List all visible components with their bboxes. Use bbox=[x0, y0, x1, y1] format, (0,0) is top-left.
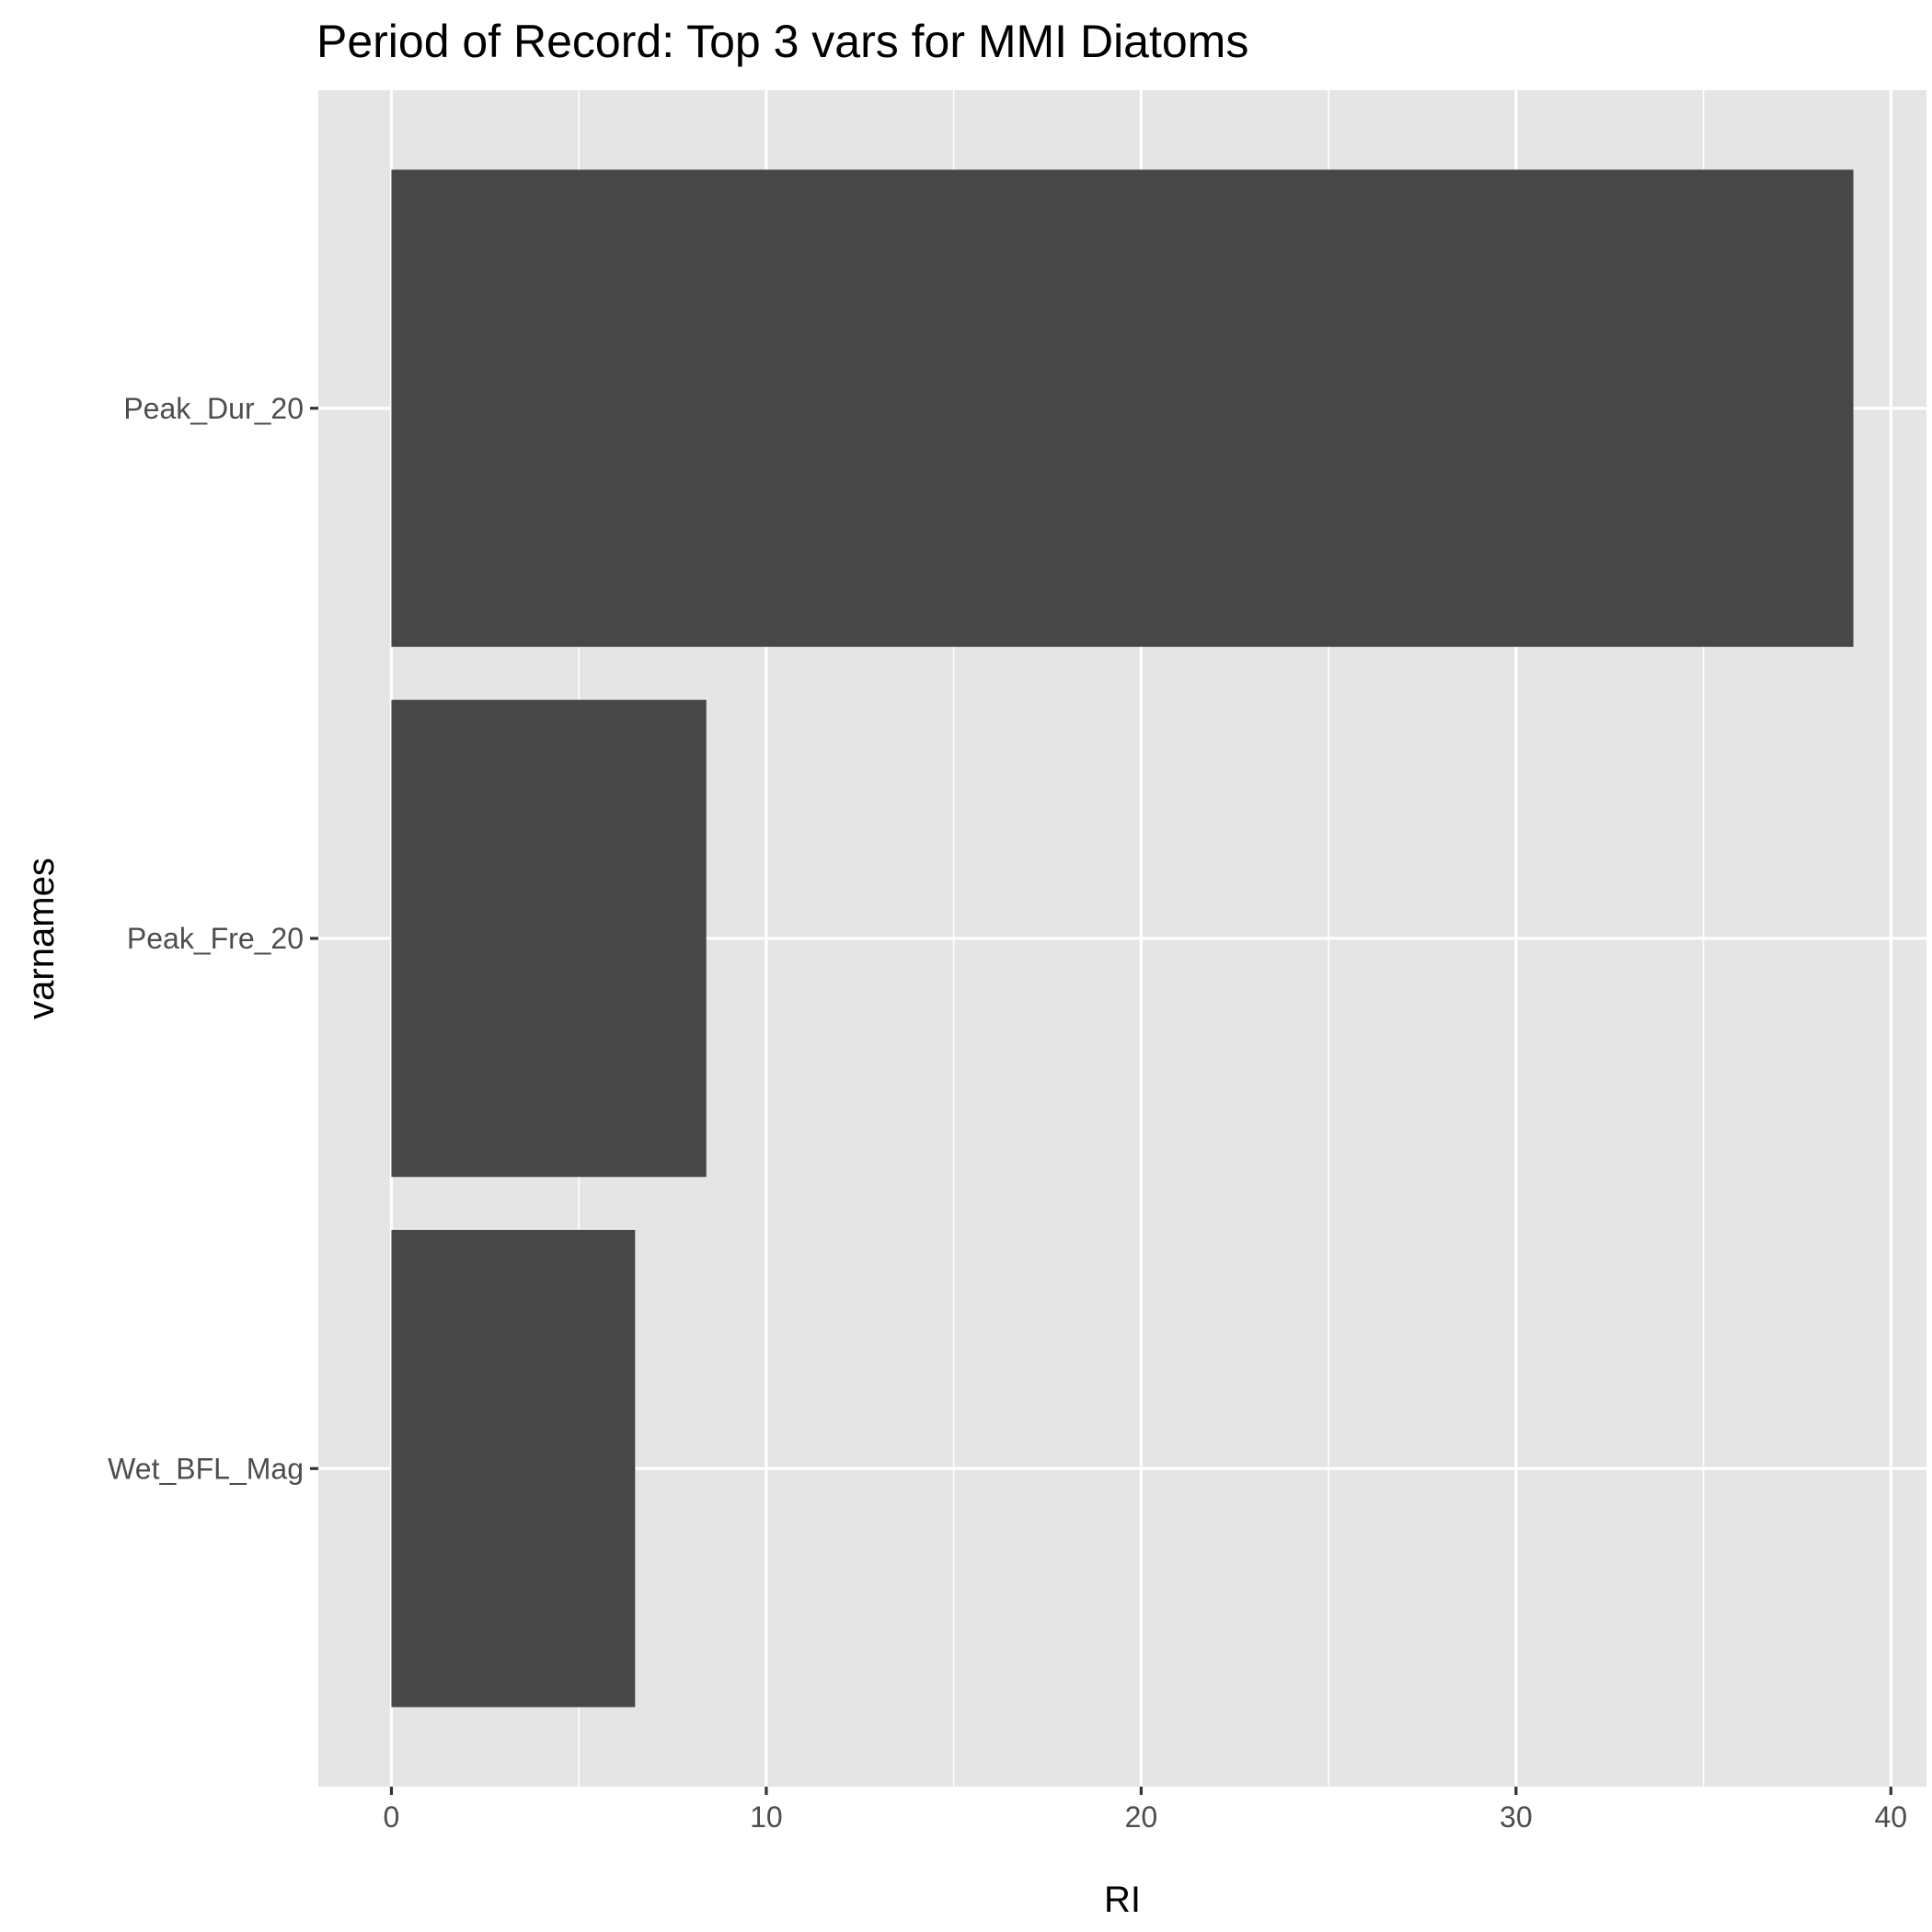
x-axis-title: RI bbox=[1104, 1880, 1141, 1920]
bar-wet-bfl-mag bbox=[391, 1229, 636, 1708]
y-tick-label: Wet_BFL_Mag bbox=[108, 1452, 304, 1485]
bars bbox=[391, 169, 1854, 1708]
x-axis: 0 10 20 30 40 bbox=[384, 1787, 1907, 1834]
x-tick-label: 30 bbox=[1500, 1800, 1533, 1834]
x-tick-label: 20 bbox=[1125, 1800, 1158, 1834]
x-tick-label: 40 bbox=[1874, 1800, 1907, 1834]
y-tick-label: Peak_Fre_20 bbox=[127, 922, 304, 955]
y-tick-label: Peak_Dur_20 bbox=[123, 392, 304, 425]
bar-peak-fre-20 bbox=[391, 699, 707, 1178]
x-tick-label: 0 bbox=[384, 1800, 400, 1834]
x-tick-label: 10 bbox=[750, 1800, 783, 1834]
bar-peak-dur-20 bbox=[391, 169, 1854, 648]
y-axis: Peak_Dur_20 Peak_Fre_20 Wet_BFL_Mag bbox=[108, 392, 318, 1485]
chart-title: Period of Record: Top 3 vars for MMI Dia… bbox=[316, 16, 1248, 67]
y-axis-title: varnames bbox=[21, 857, 62, 1019]
